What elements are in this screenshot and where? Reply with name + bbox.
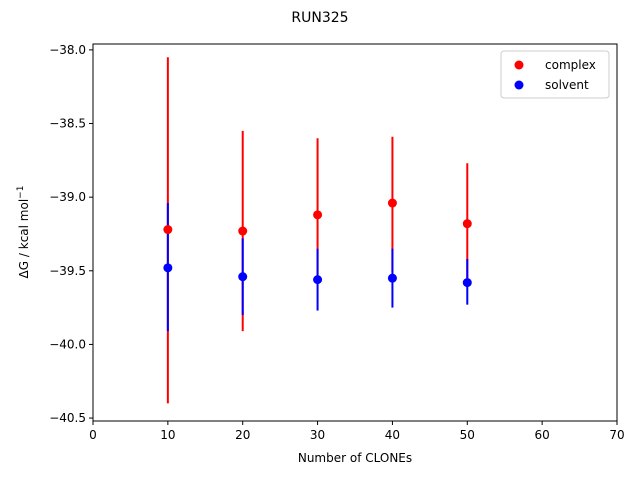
data-point-solvent <box>387 273 397 283</box>
data-point-solvent <box>462 278 472 288</box>
chart-title: RUN325 <box>291 10 348 26</box>
data-point-complex <box>313 210 323 220</box>
x-tick-label: 40 <box>385 428 400 442</box>
x-axis-label: Number of CLONEs <box>298 451 412 465</box>
y-axis-label-main: ΔG / kcal mol <box>17 199 31 279</box>
y-tick-label: −38.5 <box>49 117 86 131</box>
legend-marker-solvent <box>514 80 524 90</box>
x-axis: 0 10 20 30 40 50 60 70 <box>89 421 625 442</box>
x-tick-label: 30 <box>310 428 325 442</box>
legend-box <box>500 50 610 99</box>
x-tick-label: 0 <box>89 428 97 442</box>
x-tick-label: 70 <box>609 428 624 442</box>
data-point-complex <box>462 219 472 229</box>
x-tick-label: 10 <box>160 428 175 442</box>
legend: complex solvent <box>500 50 610 99</box>
y-tick-label: −39.5 <box>49 264 86 278</box>
x-tick-label: 20 <box>235 428 250 442</box>
legend-marker-complex <box>514 60 524 70</box>
y-tick-label: −40.5 <box>49 411 86 425</box>
legend-label-solvent: solvent <box>545 78 589 92</box>
data-point-solvent <box>313 275 323 285</box>
x-tick-label: 60 <box>535 428 550 442</box>
y-tick-label: −40.0 <box>49 337 86 351</box>
y-axis-label-superscript: −1 <box>16 186 26 199</box>
data-point-complex <box>163 225 173 235</box>
y-tick-label: −38.0 <box>49 43 86 57</box>
data-point-complex <box>387 198 397 208</box>
data-point-solvent <box>163 263 173 273</box>
plot-marks <box>163 57 472 404</box>
y-axis-label: ΔG / kcal mol−1 <box>16 186 31 279</box>
y-tick-label: −39.0 <box>49 190 86 204</box>
x-tick-label: 50 <box>460 428 475 442</box>
legend-label-complex: complex <box>545 58 596 72</box>
data-point-solvent <box>238 272 248 282</box>
data-point-complex <box>238 226 248 236</box>
y-axis: −38.0 −38.5 −39.0 −39.5 −40.0 −40.5 <box>49 43 93 425</box>
plot-area-frame <box>92 43 618 422</box>
